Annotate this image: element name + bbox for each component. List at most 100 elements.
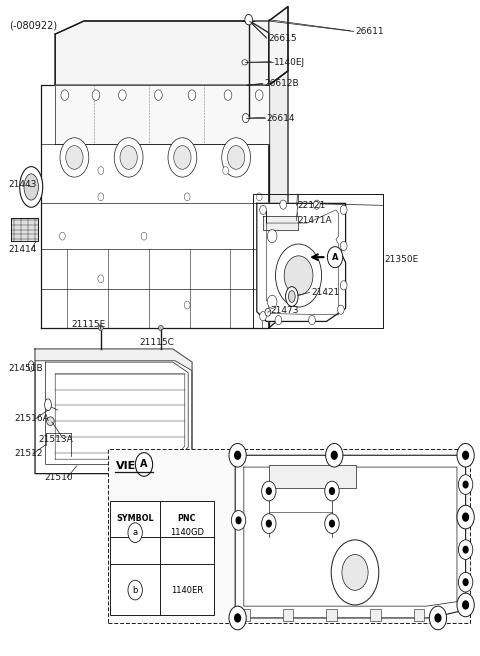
Circle shape [223, 167, 228, 174]
Circle shape [266, 520, 271, 527]
Ellipse shape [20, 167, 43, 207]
Circle shape [256, 301, 262, 309]
Text: b: b [266, 521, 271, 527]
Circle shape [309, 316, 315, 325]
Text: 26612B: 26612B [264, 79, 299, 89]
Circle shape [325, 443, 343, 467]
Circle shape [188, 90, 196, 100]
Ellipse shape [242, 60, 248, 65]
Circle shape [342, 554, 368, 590]
Text: (-080922): (-080922) [9, 21, 57, 31]
Circle shape [325, 482, 339, 501]
Circle shape [463, 579, 468, 585]
Circle shape [92, 90, 100, 100]
Circle shape [331, 540, 379, 605]
Polygon shape [11, 218, 38, 241]
Text: b: b [463, 546, 468, 552]
Bar [283, 609, 293, 621]
Text: a: a [464, 514, 468, 520]
Circle shape [114, 138, 143, 177]
Ellipse shape [98, 325, 103, 331]
Text: A: A [332, 253, 338, 262]
Circle shape [267, 230, 277, 243]
Polygon shape [269, 71, 288, 328]
Circle shape [98, 167, 104, 174]
Polygon shape [235, 455, 466, 618]
Circle shape [120, 146, 137, 169]
Polygon shape [55, 85, 269, 144]
Ellipse shape [24, 174, 38, 200]
Circle shape [313, 200, 320, 209]
Circle shape [331, 451, 337, 459]
Circle shape [60, 232, 65, 240]
Polygon shape [35, 349, 192, 371]
Circle shape [463, 482, 468, 488]
Circle shape [340, 205, 347, 215]
Text: 21115E: 21115E [71, 319, 105, 329]
Circle shape [128, 580, 143, 600]
Text: 21451B: 21451B [9, 364, 43, 373]
Text: b: b [463, 482, 468, 487]
Circle shape [174, 146, 191, 169]
Circle shape [457, 443, 474, 467]
Bar [108, 449, 470, 623]
Circle shape [458, 540, 473, 560]
Circle shape [458, 572, 473, 592]
Polygon shape [35, 349, 192, 474]
Text: a: a [436, 615, 440, 621]
Ellipse shape [288, 291, 295, 302]
Circle shape [235, 614, 240, 622]
Text: 21510: 21510 [44, 473, 73, 482]
Ellipse shape [28, 361, 34, 371]
Circle shape [184, 301, 190, 309]
Text: SYMBOL: SYMBOL [116, 514, 154, 523]
Text: a: a [132, 528, 138, 537]
Text: 26614: 26614 [266, 113, 295, 123]
Text: a: a [464, 452, 468, 459]
Polygon shape [257, 203, 346, 321]
Circle shape [265, 308, 271, 316]
Circle shape [463, 601, 468, 609]
Circle shape [327, 247, 343, 268]
Text: 21516A: 21516A [14, 414, 49, 423]
Text: b: b [132, 586, 138, 594]
Circle shape [457, 593, 474, 617]
Circle shape [184, 193, 190, 201]
Circle shape [284, 256, 313, 295]
Circle shape [235, 451, 240, 459]
Circle shape [231, 510, 246, 530]
Bar [269, 465, 356, 488]
Circle shape [60, 138, 89, 177]
Text: 1140GD: 1140GD [170, 528, 204, 537]
Circle shape [340, 281, 347, 290]
Circle shape [262, 514, 276, 533]
Circle shape [266, 488, 271, 495]
Text: 21414: 21414 [9, 245, 37, 254]
Text: 21421: 21421 [311, 288, 339, 297]
Circle shape [260, 312, 266, 321]
Circle shape [155, 90, 162, 100]
Polygon shape [55, 21, 269, 85]
Text: b: b [330, 488, 334, 494]
Circle shape [457, 505, 474, 529]
Circle shape [255, 90, 263, 100]
Circle shape [256, 193, 262, 201]
Circle shape [141, 232, 147, 240]
Bar [414, 609, 424, 621]
Circle shape [280, 200, 287, 209]
Text: a: a [236, 615, 240, 621]
Text: 21350E: 21350E [384, 255, 418, 264]
Circle shape [276, 244, 322, 307]
Circle shape [242, 113, 249, 123]
Circle shape [135, 453, 153, 476]
Circle shape [435, 614, 441, 622]
Polygon shape [41, 85, 269, 328]
Text: 21473: 21473 [270, 306, 299, 316]
Text: b: b [463, 579, 468, 585]
Text: a: a [332, 452, 336, 459]
Text: 21471A: 21471A [298, 216, 332, 225]
Circle shape [245, 14, 252, 25]
Text: b: b [236, 518, 241, 523]
Circle shape [429, 606, 446, 630]
Text: PNC: PNC [178, 514, 196, 523]
